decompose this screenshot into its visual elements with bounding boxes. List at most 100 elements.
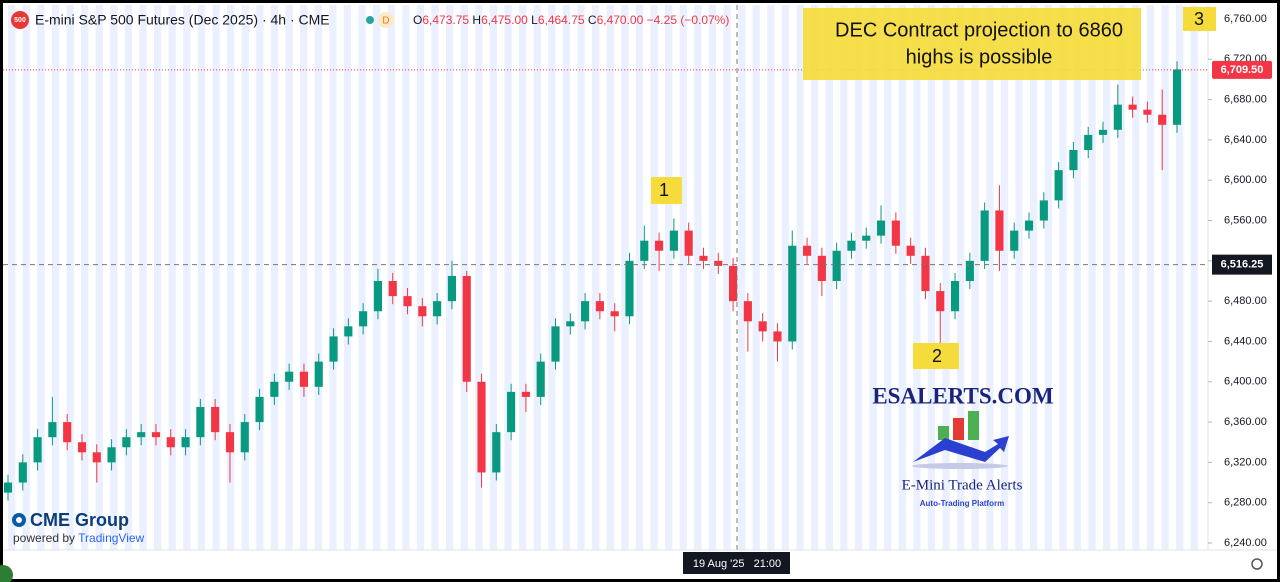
candle-body	[847, 240, 856, 251]
cme-icon	[12, 513, 26, 527]
session-stripe	[548, 5, 556, 550]
grid: 6,240.00 6,280.00 6,320.00 6,360.00 6,400.00…	[1207, 5, 1267, 550]
session-stripe	[1103, 5, 1111, 550]
candle-body	[255, 396, 264, 423]
session-stripe	[1044, 5, 1052, 550]
candle-body	[507, 391, 516, 433]
session-stripe	[51, 5, 60, 550]
candle-body	[299, 371, 309, 387]
crosshair-price-box	[1212, 254, 1272, 275]
session-stripe	[66, 5, 74, 550]
candle-body	[566, 321, 575, 327]
candle-body	[329, 336, 338, 362]
candle-body	[3, 482, 13, 493]
ohlc-value: 6,475.00	[481, 13, 528, 27]
candle-body	[1054, 170, 1063, 201]
crosshair-time: 19 Aug '25 21:00	[693, 558, 781, 570]
candle-body	[817, 255, 826, 281]
candle-body	[107, 447, 116, 463]
ohlc-legend: O6,473.75 H6,475.00 L6,464.75 C6,470.00 …	[413, 13, 729, 27]
candle-body	[655, 240, 664, 251]
point-label: 1	[659, 180, 669, 200]
candle-body	[225, 432, 235, 453]
candle-body	[270, 381, 279, 397]
logo-name: E-Mini Trade Alerts	[902, 477, 1023, 493]
candle-body	[492, 432, 501, 473]
point-box	[913, 343, 959, 369]
session-stripe	[1146, 5, 1155, 550]
status-icon	[378, 12, 394, 28]
status-badge: D	[382, 16, 389, 27]
session-stripe	[1015, 5, 1023, 550]
candle-body	[181, 437, 190, 448]
session-stripe	[840, 5, 848, 550]
session-stripe	[708, 5, 717, 550]
y-tick-label: 6,320.00	[1224, 456, 1267, 468]
y-tick-label: 6,400.00	[1224, 376, 1267, 388]
candle-body	[1084, 134, 1093, 150]
session-stripe	[606, 5, 614, 550]
y-tick-label: 6,680.00	[1224, 94, 1267, 106]
candle-body	[462, 275, 471, 382]
candle-body	[1069, 150, 1078, 171]
candle-body	[965, 260, 974, 281]
session-stripe	[139, 5, 147, 550]
y-tick-label: 6,560.00	[1224, 214, 1267, 226]
status-dot	[366, 16, 374, 24]
session-stripe	[1132, 5, 1140, 550]
candle-body	[773, 331, 782, 342]
session-stripe	[343, 5, 352, 550]
last-price-box	[1212, 60, 1272, 79]
candle-body	[63, 422, 72, 443]
session-stripe	[81, 5, 89, 550]
candle-body	[669, 230, 678, 251]
candle-body	[447, 275, 456, 302]
last-price-label: 6,709.50	[1221, 64, 1264, 76]
logo-site: ESALERTS.COM	[872, 383, 1054, 408]
session-stripe	[1000, 5, 1009, 550]
session-stripe	[811, 5, 819, 550]
session-stripe	[957, 5, 965, 550]
candle-body	[1098, 129, 1108, 135]
session-stripe	[913, 5, 921, 550]
session-stripe	[898, 5, 906, 550]
session-stripe	[212, 5, 220, 550]
session-stripe	[8, 5, 16, 550]
session-stripe	[270, 5, 279, 550]
settings-icon[interactable]	[1251, 558, 1263, 570]
session-stripe	[767, 5, 775, 550]
symbol-icon	[11, 11, 29, 29]
candle-body	[788, 245, 797, 342]
candle-body	[832, 250, 841, 281]
session-stripe	[635, 5, 644, 550]
session-stripe	[154, 5, 162, 550]
corner-icon	[0, 565, 13, 582]
annotation-line: highs is possible	[906, 46, 1053, 68]
session-stripe	[1030, 5, 1038, 550]
candle-body	[551, 326, 560, 362]
candle-body	[891, 220, 900, 246]
session-stripe	[679, 5, 687, 550]
candle-body	[1113, 104, 1122, 130]
candle-body	[625, 260, 634, 317]
candle-body	[403, 296, 412, 307]
candle-body	[758, 321, 767, 332]
candle-body	[48, 422, 57, 438]
session-stripe	[694, 5, 702, 550]
candles	[3, 61, 1182, 501]
logo-tagline: Auto-Trading Platform	[920, 499, 1004, 508]
ohlc-label: O	[413, 13, 422, 27]
session-stripe	[723, 5, 731, 550]
candle-body	[137, 432, 146, 438]
point-box	[651, 177, 682, 204]
session-stripe	[124, 5, 133, 550]
candle-body	[477, 381, 486, 473]
candle-body	[166, 437, 175, 448]
ohlc-label: L	[531, 13, 538, 27]
session-stripe	[1190, 5, 1198, 550]
candle-body	[240, 422, 249, 453]
y-tick-label: 6,440.00	[1224, 335, 1267, 347]
session-stripe	[1073, 5, 1082, 550]
ohlc-value: 6,470.00	[597, 13, 644, 27]
session-stripe	[781, 5, 790, 550]
